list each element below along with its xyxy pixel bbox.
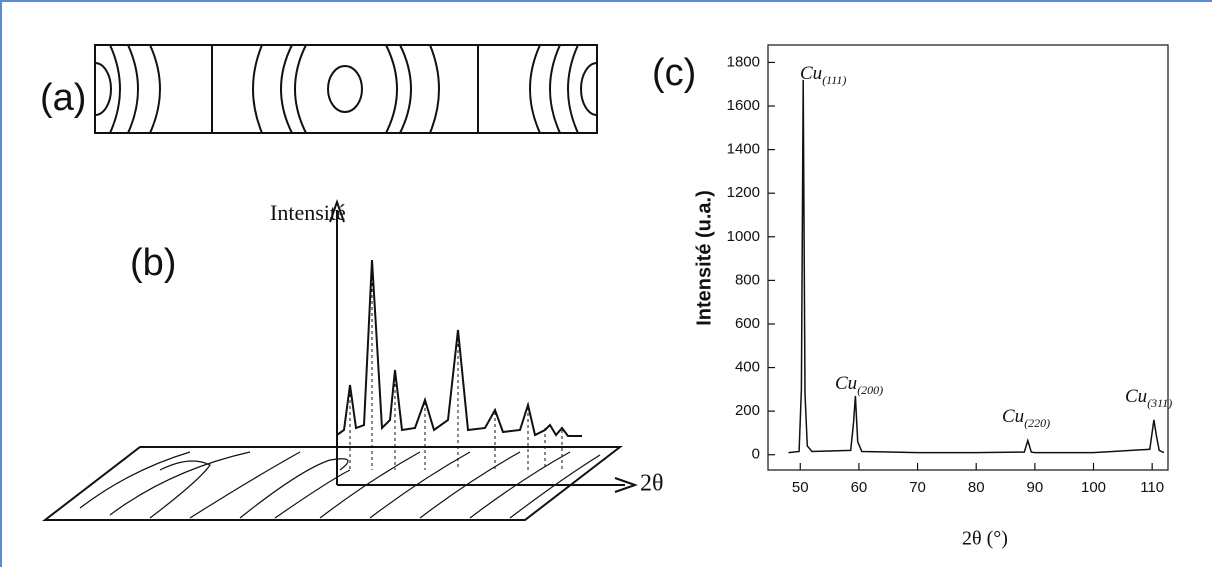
y-tick-label: 1000: [727, 228, 760, 245]
peak-label-text: Cu: [1002, 406, 1024, 427]
y-tick-label: 400: [735, 359, 760, 376]
axis-label: Intensité: [270, 200, 346, 225]
y-axis-title: Intensité (u.a.): [693, 190, 715, 326]
x-tick-label: 80: [968, 479, 985, 496]
x-tick-label: 60: [851, 479, 868, 496]
spectrum-sketch: [329, 198, 639, 493]
y-tick-label: 600: [735, 315, 760, 332]
y-tick-label: 200: [735, 402, 760, 419]
peak-label-sub: (111): [822, 73, 846, 87]
peak-label-text: Cu: [800, 63, 822, 84]
peak-label-sub: (220): [1024, 416, 1050, 430]
peak-label-text: Cu: [835, 373, 857, 394]
y-tick-label: 1400: [727, 141, 760, 158]
y-tick-label: 1600: [727, 97, 760, 114]
y-tick-label: 800: [735, 271, 760, 288]
peak-label: Cu(200): [835, 373, 883, 396]
panel-label: (a): [40, 77, 86, 119]
x-tick-label: 70: [909, 479, 926, 496]
y-tick-label: 0: [752, 446, 760, 463]
sample-plane: [42, 446, 623, 521]
x-tick-label: 110: [1140, 479, 1164, 496]
panel-label: (b): [130, 242, 176, 284]
axis-label: 2θ: [640, 471, 664, 497]
peak-label: Cu(111): [800, 63, 846, 86]
peak-label-text: Cu: [1125, 386, 1147, 407]
peak-label-sub: (311): [1147, 396, 1172, 410]
y-tick-label: 1800: [727, 53, 760, 70]
panel-label: (c): [652, 52, 696, 94]
peak-label: Cu(220): [1002, 406, 1050, 429]
x-tick-label: 100: [1081, 479, 1106, 496]
x-tick-label: 50: [792, 479, 809, 496]
plot-frame: [767, 44, 1169, 471]
xrd-pattern: [788, 79, 1165, 454]
y-tick-label: 1200: [727, 184, 760, 201]
x-axis-title: 2θ (°): [962, 528, 1008, 550]
x-tick-label: 90: [1027, 479, 1044, 496]
peak-label-sub: (200): [857, 383, 883, 397]
ring-pattern: [94, 44, 598, 134]
peak-label: Cu(311): [1125, 386, 1172, 409]
